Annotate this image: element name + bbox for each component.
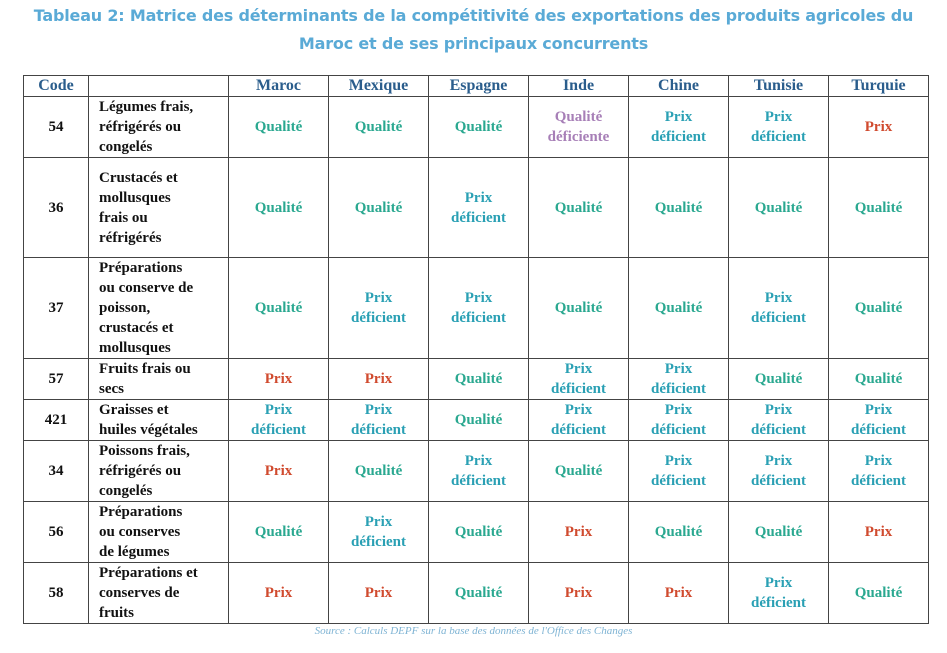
table-title: Tableau 2: Matrice des déterminants de l…: [0, 2, 947, 58]
cell-code: 37: [23, 257, 89, 359]
cell-determinant: Qualité: [828, 257, 929, 359]
cell-determinant: Qualité: [728, 358, 829, 400]
cell-determinant: Qualité: [428, 96, 529, 158]
cell-determinant: Prix déficient: [428, 157, 529, 258]
cell-determinant: Qualité: [828, 358, 929, 400]
cell-determinant: Prix déficient: [528, 399, 629, 441]
header-country: Chine: [628, 75, 729, 97]
cell-determinant: Qualité: [828, 157, 929, 258]
cell-determinant: Prix: [828, 501, 929, 563]
cell-determinant: Prix: [228, 562, 329, 624]
cell-code: 36: [23, 157, 89, 258]
table-row: 37 Préparations ou conserve de poisson, crus…: [23, 257, 929, 359]
cell-determinant: Prix: [828, 96, 929, 158]
table-row: 58 Préparations et conserves de fruits Prix P…: [23, 562, 929, 624]
cell-determinant: Qualité: [228, 257, 329, 359]
header-country: Turquie: [828, 75, 929, 97]
cell-determinant: Qualité: [228, 501, 329, 563]
table-row: 36 Crustacés et mollusques frais ou réfrigér…: [23, 157, 929, 258]
cell-product: Graisses et huiles végétales: [88, 399, 229, 441]
cell-determinant: Prix déficient: [628, 358, 729, 400]
cell-determinant: Prix déficient: [228, 399, 329, 441]
cell-determinant: Prix: [528, 562, 629, 624]
cell-determinant: Qualité: [728, 157, 829, 258]
table-body: 54 Légumes frais, réfrigérés ou congelés Qua…: [23, 96, 929, 624]
cell-product: Préparations ou conserves de légumes: [88, 501, 229, 563]
cell-determinant: Prix: [228, 440, 329, 502]
cell-determinant: Prix déficient: [328, 501, 429, 563]
cell-determinant: Prix déficient: [428, 257, 529, 359]
cell-determinant: Qualité: [528, 440, 629, 502]
cell-determinant: Prix déficient: [528, 358, 629, 400]
cell-determinant: Prix déficient: [328, 257, 429, 359]
cell-code: 421: [23, 399, 89, 441]
table-row: 57 Fruits frais ou secs Prix Prix Qualité Prix…: [23, 358, 929, 400]
cell-product: Crustacés et mollusques frais ou réfrigérés: [88, 157, 229, 258]
header-code: Code: [23, 75, 89, 97]
cell-product: Fruits frais ou secs: [88, 358, 229, 400]
cell-determinant: Prix déficient: [728, 96, 829, 158]
cell-determinant: Qualité: [728, 501, 829, 563]
cell-determinant: Prix déficient: [728, 257, 829, 359]
cell-code: 54: [23, 96, 89, 158]
cell-product: Légumes frais, réfrigérés ou congelés: [88, 96, 229, 158]
cell-determinant: Qualité déficiente: [528, 96, 629, 158]
cell-determinant: Qualité: [228, 157, 329, 258]
cell-determinant: Qualité: [328, 96, 429, 158]
cell-determinant: Prix déficient: [728, 562, 829, 624]
source-note: Source : Calculs DEPF sur la base des do…: [314, 625, 633, 637]
header-country: Espagne: [428, 75, 529, 97]
cell-code: 56: [23, 501, 89, 563]
header-product: [88, 75, 229, 97]
cell-determinant: Qualité: [428, 501, 529, 563]
cell-determinant: Qualité: [828, 562, 929, 624]
cell-determinant: Prix: [528, 501, 629, 563]
table-row: 56 Préparations ou conserves de légumes Qual…: [23, 501, 929, 563]
cell-determinant: Qualité: [528, 257, 629, 359]
cell-code: 58: [23, 562, 89, 624]
cell-determinant: Qualité: [628, 257, 729, 359]
cell-determinant: Qualité: [628, 157, 729, 258]
cell-determinant: Prix déficient: [828, 440, 929, 502]
cell-code: 57: [23, 358, 89, 400]
cell-determinant: Prix: [328, 358, 429, 400]
cell-determinant: Prix: [628, 562, 729, 624]
cell-code: 34: [23, 440, 89, 502]
header-row: Code Maroc Mexique Espagne Inde Chine Tunisie T…: [23, 75, 929, 97]
cell-determinant: Qualité: [228, 96, 329, 158]
table-row: 54 Légumes frais, réfrigérés ou congelés Qua…: [23, 96, 929, 158]
header-country: Maroc: [228, 75, 329, 97]
cell-determinant: Prix déficient: [728, 399, 829, 441]
header-country: Inde: [528, 75, 629, 97]
cell-determinant: Qualité: [328, 440, 429, 502]
cell-determinant: Qualité: [428, 358, 529, 400]
cell-determinant: Qualité: [628, 501, 729, 563]
header-country: Tunisie: [728, 75, 829, 97]
cell-determinant: Prix déficient: [328, 399, 429, 441]
table-row: 421 Graisses et huiles végétales Prix défici…: [23, 399, 929, 441]
cell-determinant: Prix déficient: [628, 96, 729, 158]
cell-product: Préparations et conserves de fruits: [88, 562, 229, 624]
cell-determinant: Qualité: [528, 157, 629, 258]
cell-determinant: Prix déficient: [628, 440, 729, 502]
cell-determinant: Qualité: [428, 562, 529, 624]
cell-determinant: Prix déficient: [828, 399, 929, 441]
table-row: 34 Poissons frais, réfrigérés ou congelés Pr…: [23, 440, 929, 502]
cell-product: Poissons frais, réfrigérés ou congelés: [88, 440, 229, 502]
cell-determinant: Qualité: [428, 399, 529, 441]
cell-determinant: Prix: [228, 358, 329, 400]
cell-determinant: Qualité: [328, 157, 429, 258]
cell-determinant: Prix: [328, 562, 429, 624]
cell-determinant: Prix déficient: [428, 440, 529, 502]
competitiveness-matrix: Code Maroc Mexique Espagne Inde Chine Tunisie T…: [23, 75, 929, 624]
header-country: Mexique: [328, 75, 429, 97]
title-line-1: Tableau 2: Matrice des déterminants de l…: [33, 6, 914, 25]
cell-product: Préparations ou conserve de poisson, crusta…: [88, 257, 229, 359]
cell-determinant: Prix déficient: [628, 399, 729, 441]
title-line-2: Maroc et de ses principaux concurrents: [298, 34, 649, 53]
cell-determinant: Prix déficient: [728, 440, 829, 502]
